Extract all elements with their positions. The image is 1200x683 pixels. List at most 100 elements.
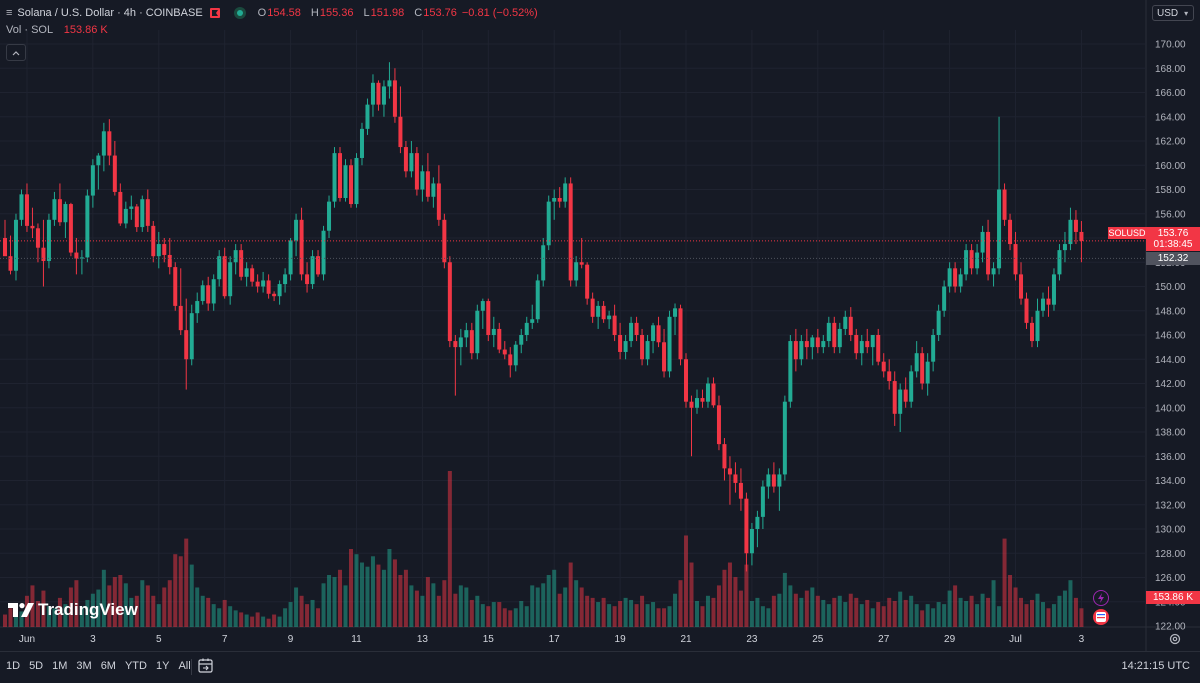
candle-body: [804, 341, 809, 348]
utc-clock[interactable]: 14:21:15 UTC: [1121, 660, 1190, 672]
events-icon[interactable]: [1093, 609, 1109, 625]
candle-body: [469, 330, 474, 354]
volume-bar: [991, 580, 996, 627]
volume-bar: [837, 595, 842, 627]
period-6m[interactable]: 6M: [100, 660, 116, 672]
y-tick-label: 134.00: [1155, 476, 1186, 487]
volume-bar: [755, 597, 760, 627]
collapse-legend-button[interactable]: [6, 44, 26, 61]
volume-bar: [277, 616, 282, 627]
candle-body: [1062, 244, 1067, 251]
period-ytd[interactable]: YTD: [124, 660, 147, 672]
volume-bar: [760, 606, 765, 627]
flag-icon[interactable]: [209, 8, 220, 18]
candle-body: [848, 316, 853, 335]
candle-body: [535, 280, 540, 320]
volume-bar: [272, 614, 277, 627]
volume-bar: [35, 601, 40, 627]
volume-bar: [189, 564, 194, 627]
x-tick-label: 5: [156, 634, 162, 645]
candle-body: [903, 389, 908, 402]
candle-body: [887, 371, 892, 382]
volume-bar: [607, 604, 612, 627]
period-1m[interactable]: 1M: [52, 660, 68, 672]
volume-bar: [387, 549, 392, 627]
x-tick-label: 3: [90, 634, 96, 645]
candle-body: [870, 335, 875, 348]
high-value: 155.36: [319, 7, 354, 19]
volume-bar: [1068, 580, 1073, 627]
period-1y[interactable]: 1Y: [155, 660, 170, 672]
candle-body: [68, 204, 73, 253]
candle-body: [541, 245, 546, 281]
volume-bar: [112, 577, 117, 627]
currency-select[interactable]: USD ▾: [1152, 5, 1194, 21]
candle-body: [596, 305, 601, 317]
period-1d[interactable]: 1D: [6, 660, 21, 672]
candle-body: [656, 325, 661, 343]
lightning-icon[interactable]: [1093, 590, 1109, 606]
gear-icon[interactable]: [1168, 632, 1182, 646]
date-range-icon[interactable]: [197, 658, 215, 674]
candle-body: [211, 279, 216, 304]
tradingview-logo[interactable]: TradingView: [8, 600, 138, 620]
candle-body: [986, 231, 991, 275]
candle-body: [782, 401, 787, 475]
candle-body: [321, 230, 326, 275]
volume-bar: [420, 595, 425, 627]
y-tick-label: 142.00: [1155, 379, 1186, 390]
price-chart[interactable]: 122.00124.00126.00128.00130.00132.00134.…: [0, 0, 1200, 651]
volume-bar: [859, 604, 864, 627]
candle-body: [398, 116, 403, 148]
volume-bar: [969, 595, 974, 627]
volume-bar: [376, 564, 381, 627]
candle-body: [684, 359, 689, 402]
volume-bar: [1073, 597, 1078, 627]
candle-body: [101, 131, 106, 156]
candle-body: [145, 199, 150, 226]
volume-bar: [678, 580, 683, 627]
candle-body: [447, 262, 452, 342]
volume-bar: [596, 602, 601, 627]
low-label: L: [363, 7, 370, 19]
volume-bar: [815, 595, 820, 627]
volume-bar: [947, 590, 952, 627]
hamburger-icon[interactable]: ≡: [6, 7, 13, 19]
candle-body: [953, 268, 958, 287]
period-all[interactable]: All: [178, 660, 191, 672]
volume-bar: [870, 608, 875, 627]
candle-body: [892, 381, 897, 414]
volume-bar: [727, 562, 732, 627]
candle-body: [173, 267, 178, 306]
volume-bar: [458, 585, 463, 627]
candle-body: [1079, 231, 1084, 241]
candle-body: [1002, 189, 1007, 220]
candle-body: [585, 264, 590, 299]
period-3m[interactable]: 3M: [76, 660, 92, 672]
volume-bar: [338, 569, 343, 627]
volume-bar: [184, 538, 189, 627]
market-status-icon[interactable]: [233, 7, 246, 19]
candle-body: [475, 310, 480, 354]
volume-bar: [623, 597, 628, 627]
volume-bar: [810, 587, 815, 627]
candle-body: [112, 155, 117, 192]
candle-body: [206, 285, 211, 304]
volume-bar: [1024, 604, 1029, 627]
candle-body: [480, 301, 485, 311]
x-tick-label: 7: [222, 634, 228, 645]
volume-bar: [914, 604, 919, 627]
open-value: 154.58: [267, 7, 301, 19]
volume-bar: [348, 549, 353, 627]
candle-body: [618, 335, 623, 352]
symbol-title[interactable]: Solana / U.S. Dollar · 4h · COINBASE: [17, 7, 203, 19]
candle-body: [898, 389, 903, 414]
period-5d[interactable]: 5D: [29, 660, 44, 672]
volume-bar: [409, 585, 414, 627]
volume-bar: [96, 589, 101, 627]
volume-bar: [1035, 593, 1040, 627]
x-tick-label: 21: [680, 634, 692, 645]
volume-bar: [261, 616, 266, 627]
volume-bar: [156, 604, 161, 627]
volume-bar: [250, 616, 255, 627]
